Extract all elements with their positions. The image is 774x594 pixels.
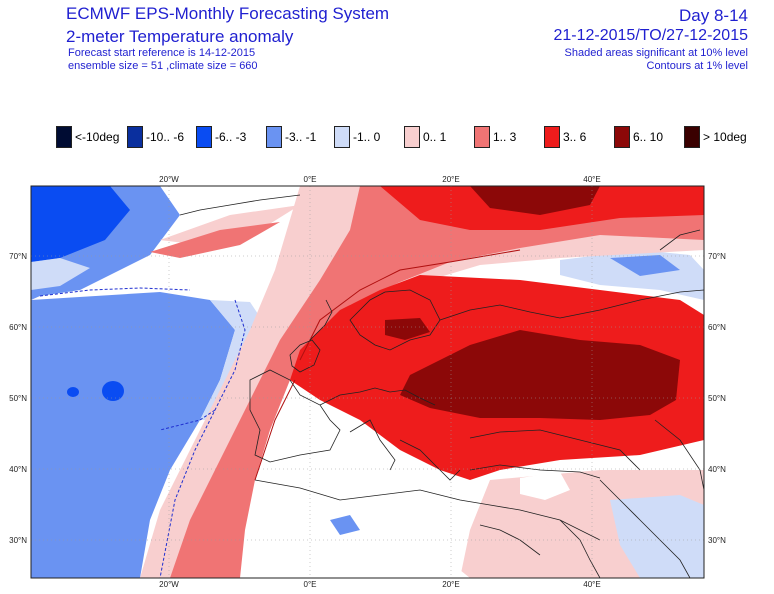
legend-swatch (127, 126, 143, 148)
lat-label-right: 40°N (708, 465, 726, 474)
lon-label-bottom: 20°E (442, 580, 459, 589)
anomaly-zone-neutral-turkey (520, 472, 570, 500)
legend-label: <-10deg (75, 130, 120, 144)
anomaly-zone-cold-east (610, 255, 680, 276)
legend-swatch (196, 126, 212, 148)
legend-swatch (334, 126, 350, 148)
lon-label-top: 20°W (159, 175, 179, 184)
lat-label-right: 30°N (708, 536, 726, 545)
legend-swatch (684, 126, 700, 148)
significance-contour (39, 287, 191, 297)
map-title: ECMWF EPS-Monthly Forecasting System (66, 4, 390, 23)
cold-spot-1 (102, 381, 124, 401)
significance-contour-warm (254, 379, 296, 481)
lon-label-top: 0°E (304, 175, 317, 184)
legend-label: > 10deg (703, 130, 747, 144)
lon-label-top: 20°E (442, 175, 459, 184)
day-range: Day 8-14 (679, 6, 748, 25)
legend-swatch (56, 126, 72, 148)
legend-label: 0.. 1 (423, 130, 447, 144)
lat-label-right: 70°N (708, 252, 726, 261)
map-frame (30, 185, 705, 579)
lat-label-left: 30°N (9, 536, 27, 545)
map-subtitle: 2-meter Temperature anomaly (66, 27, 294, 46)
legend-swatch (614, 126, 630, 148)
cold-spot-2 (67, 387, 79, 397)
cold-spot-africa (330, 515, 360, 535)
legend-label: -3.. -1 (285, 130, 317, 144)
lat-label-left: 70°N (9, 252, 27, 261)
legend-label: 6.. 10 (633, 130, 664, 144)
lon-label-bottom: 20°W (159, 580, 179, 589)
lon-label-top: 40°E (583, 175, 600, 184)
anomaly-zone-very-hot-russia (400, 330, 680, 420)
significance-contours-note: Contours at 1% level (646, 60, 749, 72)
anomaly-zone-slight-warm-mideast (480, 515, 560, 560)
lat-label-right: 50°N (708, 394, 726, 403)
anomaly-zone-cold-atlantic (31, 292, 235, 578)
coastlines (179, 194, 704, 578)
significance-shaded-note: Shaded areas significant at 10% level (564, 47, 748, 59)
legend-label: -1.. 0 (353, 130, 381, 144)
anomaly-zone-very-hot-scandinavia (385, 318, 430, 340)
legend-label: 3.. 6 (563, 130, 587, 144)
legend-swatch (266, 126, 282, 148)
lat-label-right: 60°N (708, 323, 726, 332)
lat-label-left: 40°N (9, 465, 27, 474)
date-range: 21-12-2015/TO/27-12-2015 (553, 27, 748, 44)
significance-contour (159, 409, 216, 431)
anomaly-zone-slight-warm-north (160, 205, 300, 245)
legend-label: 1.. 3 (493, 130, 517, 144)
ensemble-info: ensemble size = 51 ,climate size = 660 (68, 60, 258, 72)
forecast-reference: Forecast start reference is 14-12-2015 (68, 47, 256, 59)
lat-label-left: 50°N (9, 394, 27, 403)
anomaly-zone-cold-core (31, 186, 130, 262)
anomaly-zone-warm-greenland (150, 222, 280, 258)
legend-swatch (544, 126, 560, 148)
lat-label-left: 60°N (9, 323, 27, 332)
lon-label-bottom: 40°E (583, 580, 600, 589)
anomaly-zone-very-hot-north (470, 186, 600, 215)
anomaly-zone-slight-warm (140, 186, 704, 578)
anomaly-zone-slight-cold (200, 300, 262, 420)
legend-label: -10.. -6 (146, 130, 185, 144)
significance-contour-warm (299, 249, 521, 361)
legend-swatch (474, 126, 490, 148)
legend-swatch (404, 126, 420, 148)
lon-label-bottom: 0°E (304, 580, 317, 589)
anomaly-zone-slight-cold-north (31, 258, 90, 290)
graticule (31, 186, 704, 578)
legend-label: -6.. -3 (215, 130, 247, 144)
